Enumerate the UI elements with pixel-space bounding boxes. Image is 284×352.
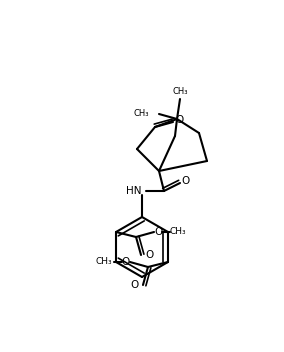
Text: CH₃: CH₃ <box>96 258 112 266</box>
Text: O: O <box>181 176 189 186</box>
Text: HN: HN <box>126 186 142 196</box>
Text: CH₃: CH₃ <box>170 227 186 237</box>
Text: O: O <box>175 115 183 125</box>
Text: O: O <box>122 257 130 267</box>
Text: CH₃: CH₃ <box>133 109 149 119</box>
Text: O: O <box>154 227 162 237</box>
Text: O: O <box>145 250 153 260</box>
Text: O: O <box>131 280 139 290</box>
Text: CH₃: CH₃ <box>172 88 188 96</box>
